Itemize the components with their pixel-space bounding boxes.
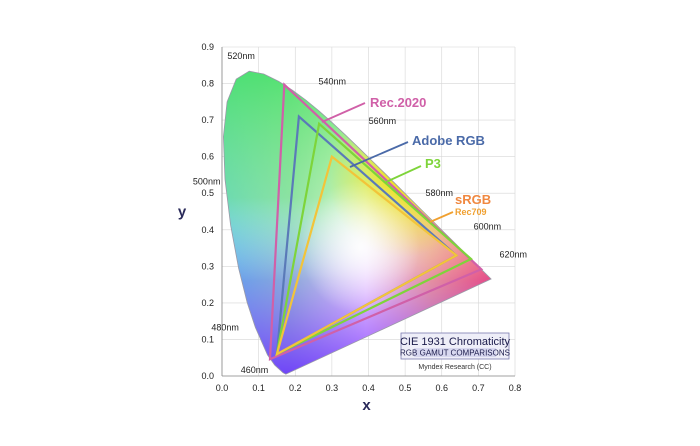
y-tick-label: 0.3 [201,261,214,271]
y-tick-label: 0.2 [201,298,214,308]
x-tick-label: 0.3 [326,383,339,393]
y-tick-label: 0.7 [201,115,214,125]
gamut-triangles [268,82,484,361]
x-tick-label: 0.6 [435,383,448,393]
adobe-rgb-label: Adobe RGB [412,133,485,148]
p3-label-leader [385,165,422,183]
x-axis-title: x [362,397,371,414]
x-tick-label: 0.8 [509,383,522,393]
wavelength-label: 620nm [499,249,527,259]
y-tick-label: 0.0 [201,371,214,381]
x-tick-label: 0.2 [289,383,302,393]
y-tick-label: 0.6 [201,152,214,162]
y-tick-label: 0.8 [201,79,214,89]
info-box-subtitle-band [414,348,496,357]
x-tick-label: 0.4 [362,383,375,393]
rec709-label-leader [429,211,454,223]
p3-label: P3 [425,156,441,171]
wavelength-label: 580nm [426,188,454,198]
x-tick-label: 0.0 [216,383,229,393]
wavelength-label: 560nm [369,116,397,126]
wavelength-label: 540nm [318,76,346,86]
wavelength-label: 520nm [227,51,255,61]
adobe-rgb-label-leader [349,141,409,168]
info-box-title: CIE 1931 Chromaticity [400,336,511,348]
y-tick-label: 0.5 [201,188,214,198]
y-tick-label: 0.4 [201,225,214,235]
wavelength-label: 500nm [193,176,221,186]
rec2020-label: Rec.2020 [370,95,426,110]
wavelength-label: 460nm [241,365,269,375]
y-axis-title: y [178,204,187,221]
rec709-label: Rec709 [455,207,487,217]
gamut-rec-2020 [268,82,484,361]
wavelength-label: 600nm [474,222,502,232]
wavelength-label: 480nm [211,322,239,332]
gamut-p3 [275,121,473,357]
y-tick-label: 0.1 [201,334,214,344]
axes: 0.0 0.1 0.2 0.3 0.4 0.5 0.6 0.7 0.8 0.0 0.1 0.2 0.3 0… [178,42,521,414]
wavelength-labels: 460nm 480nm 500nm 520nm 540nm 560nm 580nm 600nm… [193,51,527,375]
x-tick-label: 0.7 [472,383,485,393]
info-box-subtitle: RGB GAMUT COMPARISONS [400,349,510,358]
gamut-srgb [275,154,459,357]
info-box-credit: Myndex Research (CC) [418,364,491,371]
x-tick-label: 0.1 [252,383,265,393]
y-tick-label: 0.9 [201,42,214,52]
rec2020-label-leader [321,102,366,123]
srgb-label: sRGB [455,192,491,207]
x-tick-label: 0.5 [399,383,412,393]
